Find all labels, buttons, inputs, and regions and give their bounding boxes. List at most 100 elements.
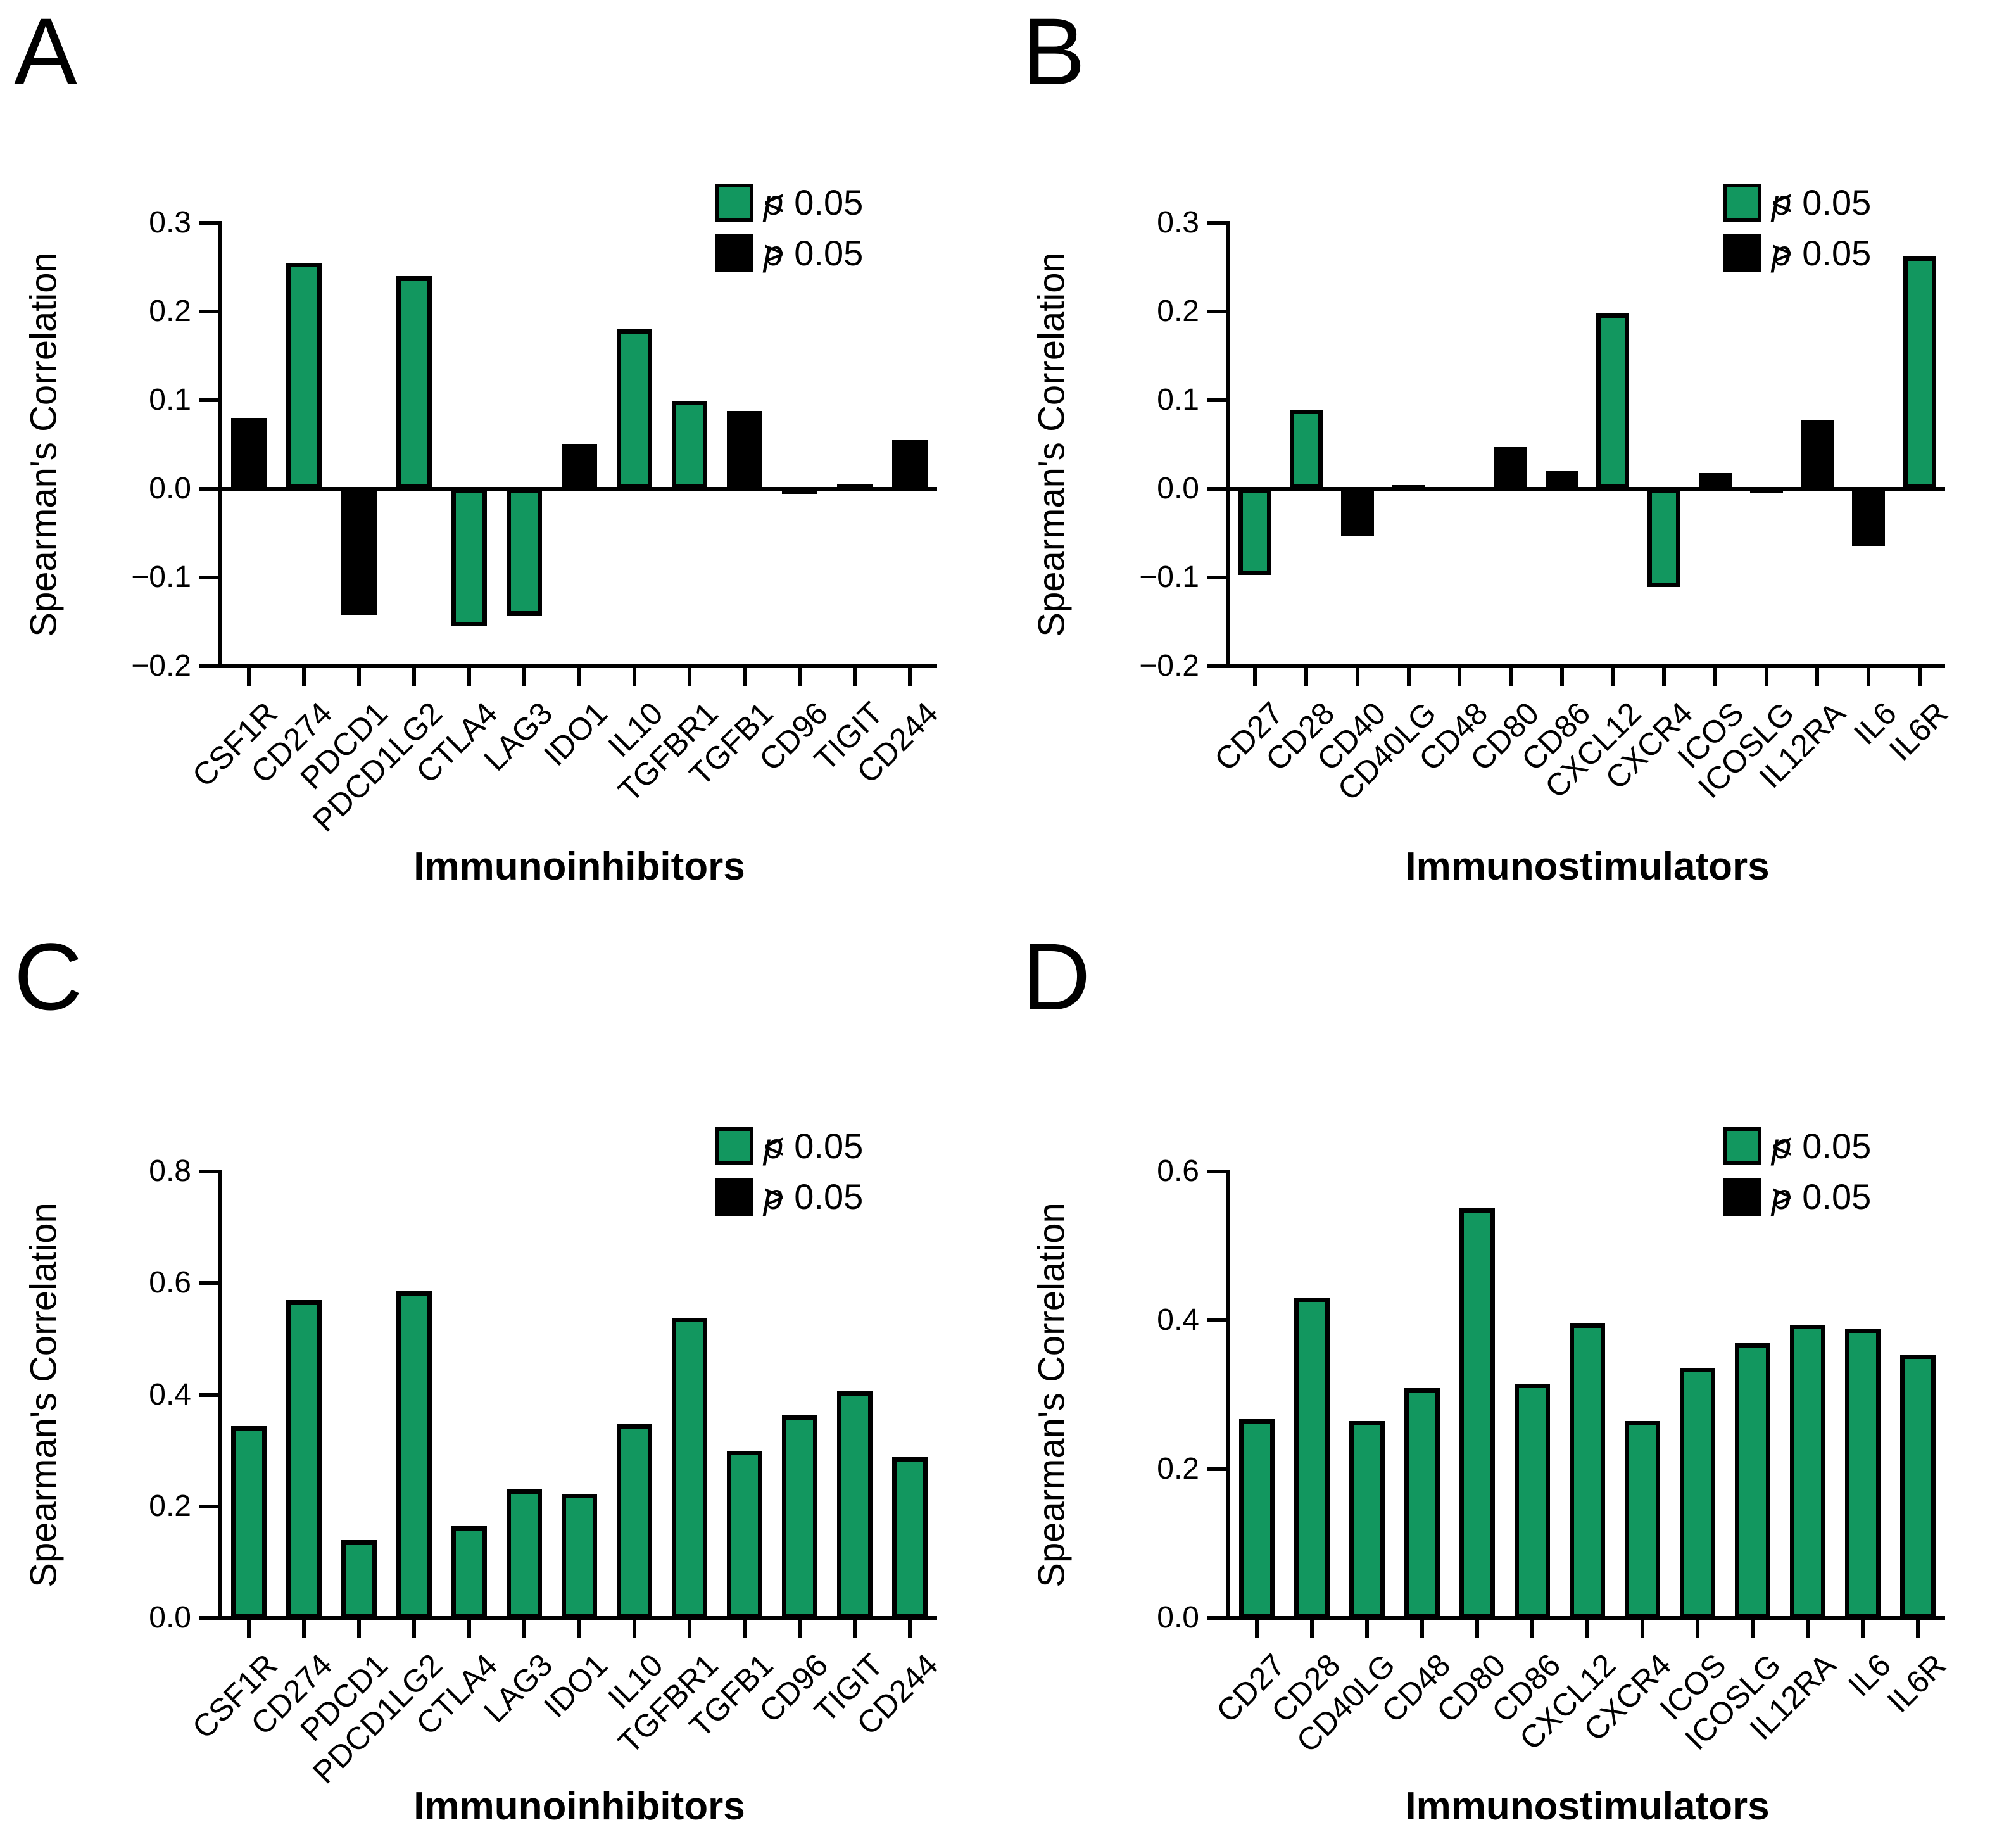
x-axis-title: Immunoinhibitors <box>413 1785 745 1828</box>
bar-CD244 <box>892 1457 928 1618</box>
y-axis-line <box>218 1170 222 1620</box>
legend-label-significant: p < 0.05 <box>1772 1128 1871 1164</box>
y-tick-label: 0.2 <box>1157 1452 1199 1486</box>
bar-CXCR4 <box>1625 1421 1660 1618</box>
legend-label-rest: > 0.05 <box>764 1177 864 1216</box>
x-tick <box>1365 1620 1369 1638</box>
x-tick <box>1304 668 1308 686</box>
y-tick <box>1207 398 1226 402</box>
legend-swatch-significant <box>715 1127 753 1165</box>
legend-swatch-significant <box>1723 1127 1761 1165</box>
legend-label-rest: < 0.05 <box>764 1126 864 1166</box>
y-axis-title-box: Spearman's Correlation <box>1014 223 1090 666</box>
bar-CSF1R <box>231 1426 267 1618</box>
y-tick <box>199 1616 218 1620</box>
x-tick <box>1916 1620 1920 1638</box>
bar-IL12RA <box>1790 1325 1825 1618</box>
y-axis-title-box: Spearman's Correlation <box>6 223 82 666</box>
legend-row-significant: p < 0.05 <box>1723 177 1871 228</box>
x-tick <box>743 668 747 686</box>
x-axis-title: Immunostimulators <box>1405 1785 1770 1828</box>
panel-A: 0.3 0.2 0.1 0.0 −0.1 −0.2 CSF1R CD274 PDCD1 PDCD1… <box>0 0 1008 916</box>
legend-label-rest: < 0.05 <box>1772 182 1872 222</box>
x-tick-label-IDO1: IDO1 <box>537 1646 615 1724</box>
y-tick-label: −0.2 <box>1139 649 1199 683</box>
legend-label-rest: < 0.05 <box>764 182 864 222</box>
x-axis-line <box>218 664 937 668</box>
bar-CD28 <box>1294 1298 1330 1618</box>
legend-label-significant: p < 0.05 <box>764 185 863 220</box>
bar-CSF1R <box>231 418 267 489</box>
y-axis-line <box>1226 1170 1230 1620</box>
bar-IDO1 <box>562 444 597 489</box>
bar-CTLA4 <box>451 1526 487 1618</box>
x-tick <box>522 668 526 686</box>
y-tick-label: 0.0 <box>1157 472 1199 505</box>
x-axis-line <box>218 1616 937 1620</box>
y-axis-title: Spearman's Correlation <box>1031 252 1073 637</box>
y-axis-title: Spearman's Correlation <box>23 252 65 637</box>
bar-ICOSLG <box>1735 1343 1770 1618</box>
y-tick-label: 0.4 <box>1157 1303 1199 1337</box>
legend-p-symbol: p <box>764 1126 784 1166</box>
legend-p-symbol: p <box>1772 1126 1792 1166</box>
bar-CXCR4 <box>1647 489 1680 587</box>
x-tick <box>908 1620 912 1638</box>
bar-CD28 <box>1290 410 1323 489</box>
x-tick <box>1356 668 1359 686</box>
y-tick <box>199 576 218 579</box>
panel-B: 0.3 0.2 0.1 0.0 −0.1 −0.2 CD27 CD28 CD40 CD40LG CD… <box>1008 0 2016 916</box>
bar-CXCL12 <box>1570 1323 1605 1618</box>
x-axis-line <box>1226 1616 1945 1620</box>
bar-CD274 <box>286 1300 322 1618</box>
bar-CD27 <box>1238 489 1271 575</box>
x-tick <box>1861 1620 1865 1638</box>
y-axis-title-box: Spearman's Correlation <box>1014 1172 1090 1618</box>
x-tick <box>688 1620 691 1638</box>
x-tick <box>688 668 691 686</box>
x-tick <box>633 668 636 686</box>
bar-CD86 <box>1515 1384 1550 1618</box>
y-tick-label: 0.4 <box>149 1378 191 1412</box>
y-tick <box>1207 221 1226 225</box>
x-axis-title: Immunoinhibitors <box>413 845 745 888</box>
y-tick <box>199 398 218 402</box>
x-tick <box>1641 1620 1644 1638</box>
legend-swatch-significant <box>1723 184 1761 222</box>
x-tick-label-IL6R: IL6R <box>1882 695 1955 768</box>
x-tick <box>1918 668 1922 686</box>
zero-axis-line <box>222 487 937 491</box>
bar-CD27 <box>1239 1419 1275 1618</box>
legend-label-nonsignificant: p > 0.05 <box>764 1179 863 1215</box>
legend-row-nonsignificant: p > 0.05 <box>1723 228 1871 279</box>
x-tick <box>908 668 912 686</box>
x-tick-label-IL6R: IL6R <box>1881 1646 1953 1720</box>
bar-TGFBR1 <box>672 401 707 489</box>
x-tick <box>1585 1620 1589 1638</box>
legend-swatch-nonsignificant <box>1723 234 1761 272</box>
x-tick <box>247 668 251 686</box>
y-tick-label: 0.2 <box>149 294 191 328</box>
y-tick <box>1207 1616 1226 1620</box>
bar-IL10 <box>617 329 652 489</box>
y-tick <box>199 1505 218 1508</box>
bar-PDCD1 <box>341 1540 377 1618</box>
y-tick <box>1207 1170 1226 1173</box>
legend-label-rest: > 0.05 <box>1772 233 1872 273</box>
legend-label-nonsignificant: p > 0.05 <box>1772 1179 1871 1215</box>
y-tick-label: 0.0 <box>149 1601 191 1634</box>
panel-letter-B: B <box>1022 0 1086 104</box>
bar-LAG3 <box>507 489 542 616</box>
legend: p < 0.05 p > 0.05 <box>1723 1121 1871 1222</box>
y-tick-label: 0.0 <box>1157 1601 1199 1634</box>
x-tick <box>1815 668 1819 686</box>
legend-p-symbol: p <box>764 182 784 222</box>
bar-TGFB1 <box>727 1451 762 1618</box>
panel-D: 0.6 0.4 0.2 0.0 CD27 CD28 CD40LG CD48 CD80 CD86 CX… <box>1008 916 2016 1832</box>
legend-swatch-nonsignificant <box>715 1178 753 1216</box>
y-tick-label: 0.3 <box>1157 206 1199 239</box>
y-tick <box>1207 310 1226 313</box>
x-tick <box>412 1620 416 1638</box>
x-tick <box>853 1620 857 1638</box>
y-axis-title-box: Spearman's Correlation <box>6 1172 82 1618</box>
